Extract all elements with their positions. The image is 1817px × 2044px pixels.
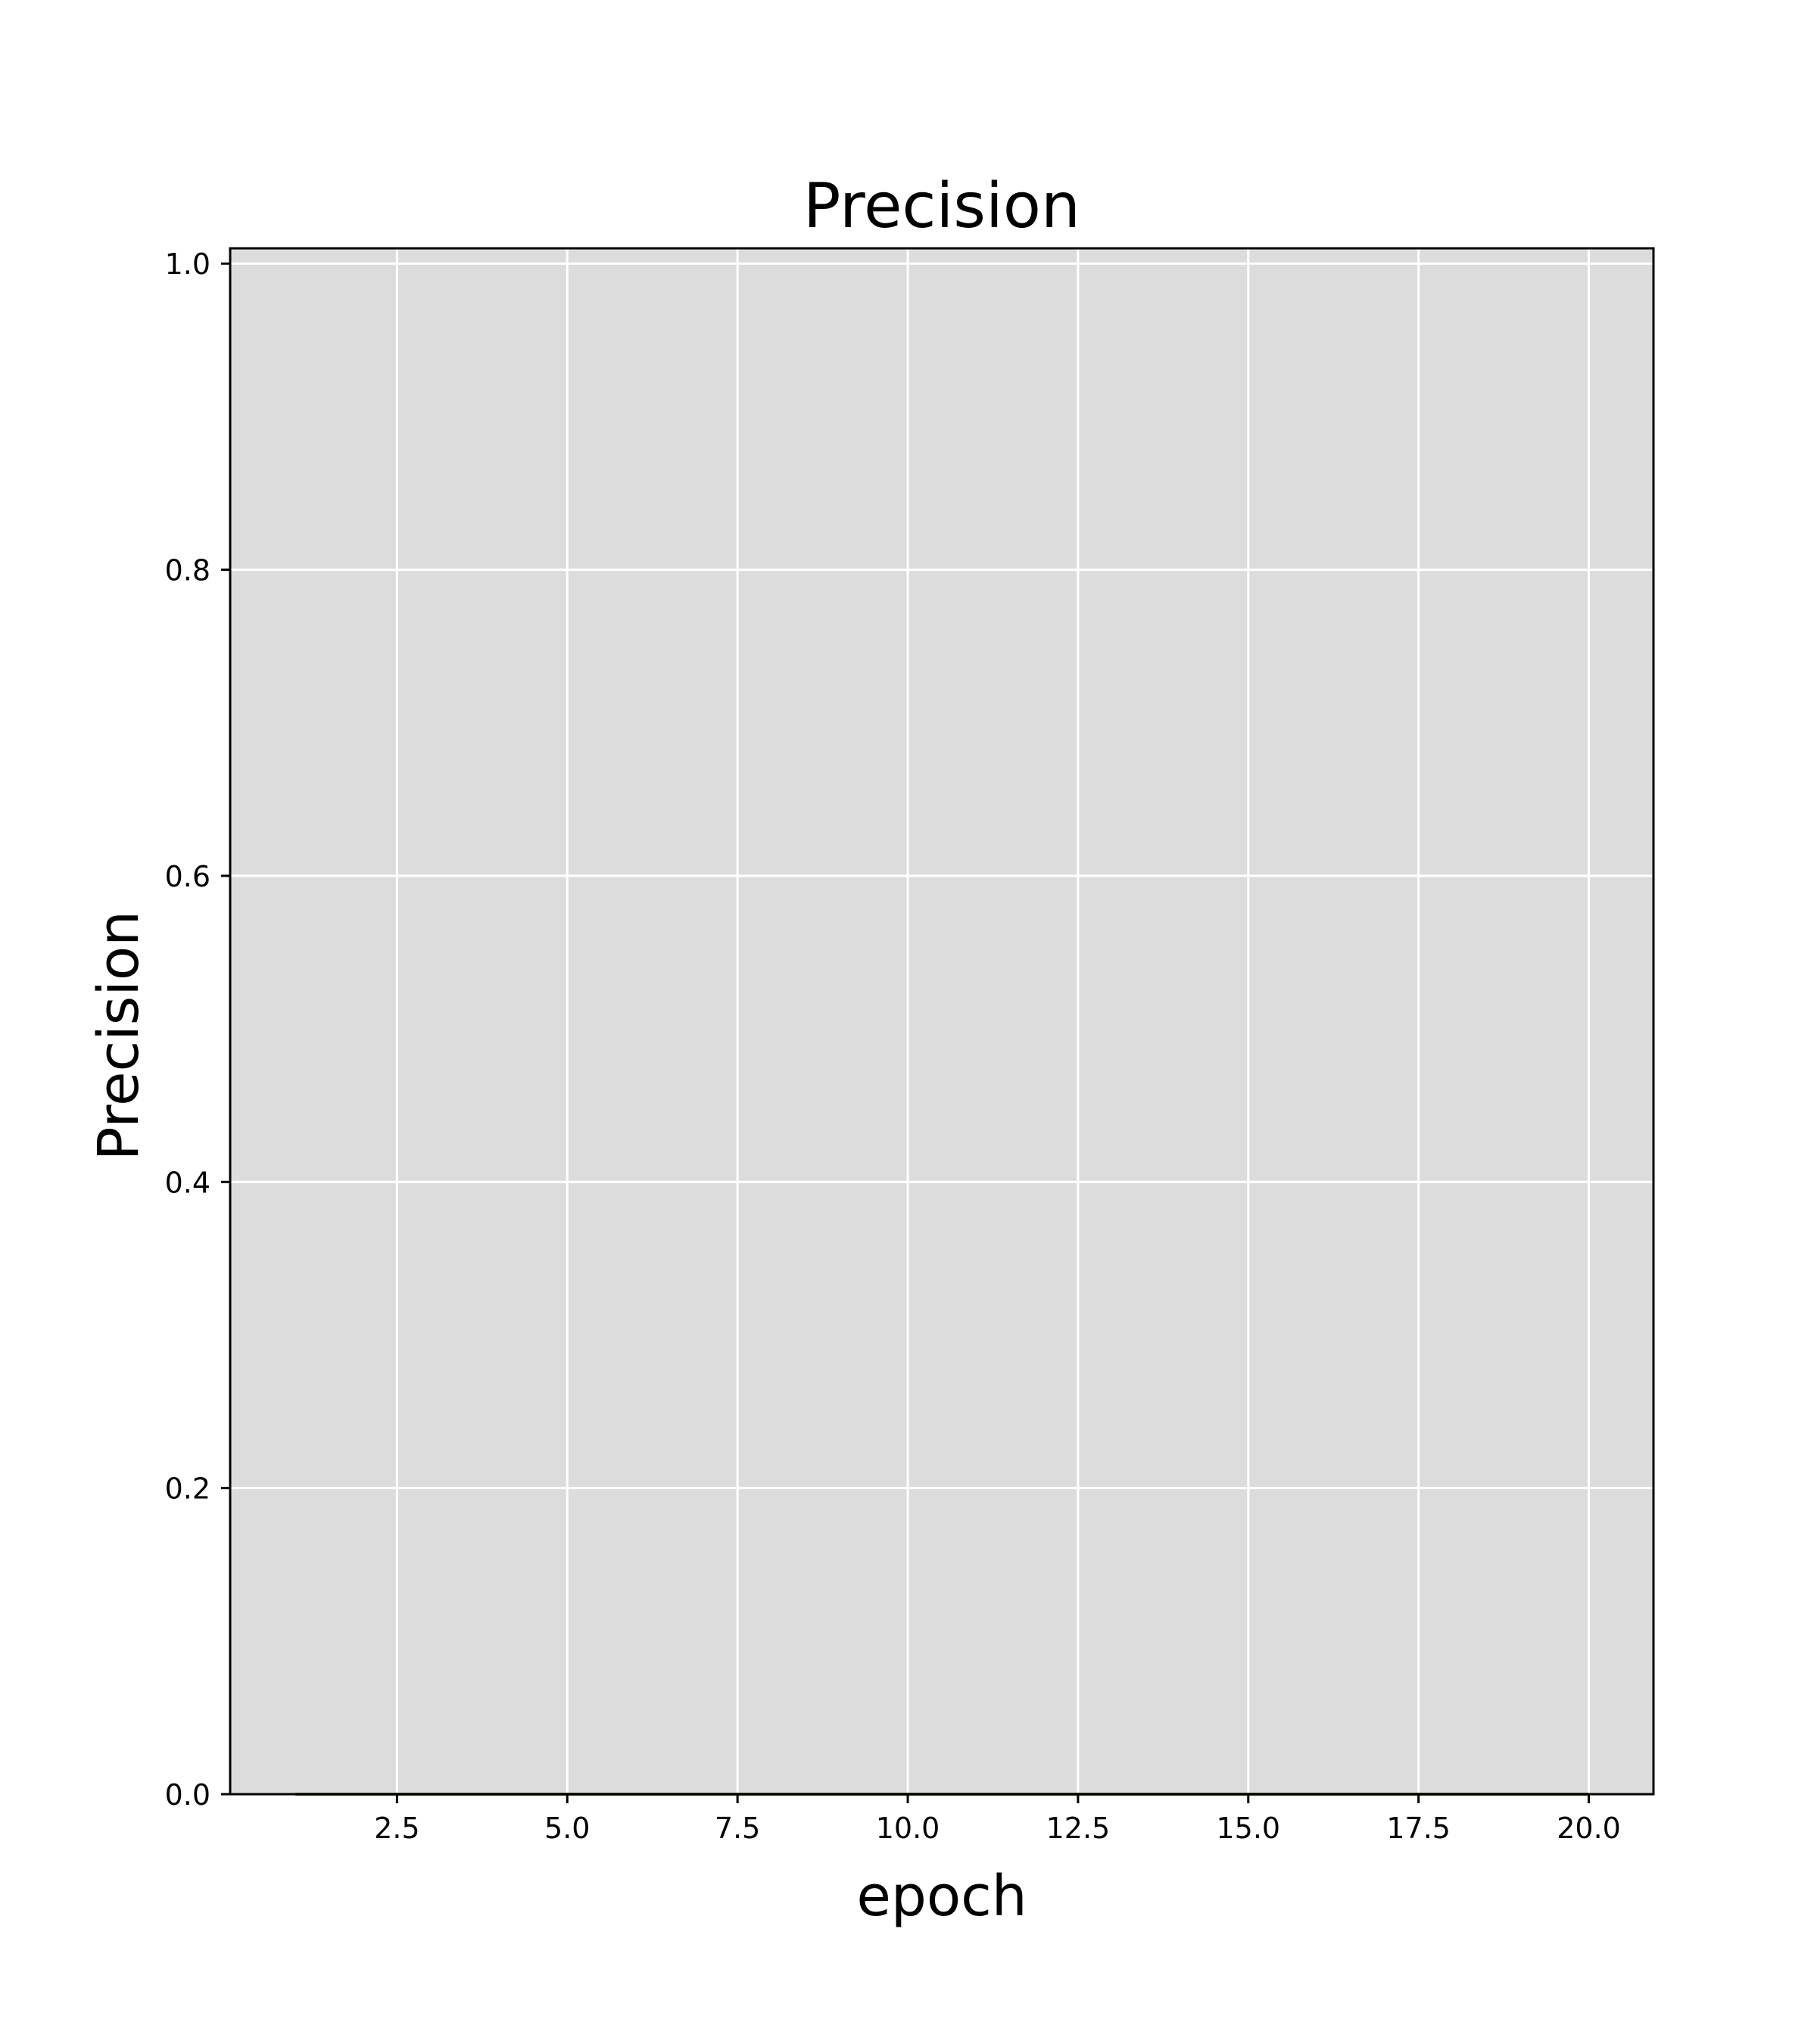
y-axis-label: Precision bbox=[86, 911, 151, 1161]
y-tick-label: 0.8 bbox=[165, 554, 210, 587]
plot-frame bbox=[229, 247, 1655, 1796]
x-tick-label: 2.5 bbox=[374, 1812, 419, 1845]
y-tick-label: 1.0 bbox=[165, 248, 210, 281]
y-tick-label: 0.6 bbox=[165, 860, 210, 893]
y-tick-label: 0.4 bbox=[165, 1166, 210, 1199]
x-axis-ticks: 2.5 5.0 7.5 10.0 12.5 15.0 17.5 20.0 bbox=[374, 1794, 1621, 1845]
x-tick-label: 15.0 bbox=[1216, 1812, 1280, 1845]
x-tick-label: 12.5 bbox=[1046, 1812, 1111, 1845]
x-tick-label: 5.0 bbox=[544, 1812, 590, 1845]
x-tick-label: 10.0 bbox=[876, 1812, 940, 1845]
x-tick-label: 20.0 bbox=[1557, 1812, 1621, 1845]
x-tick-label: 7.5 bbox=[715, 1812, 760, 1845]
x-axis-label: epoch bbox=[856, 1864, 1027, 1929]
grid-lines bbox=[230, 248, 1653, 1796]
plot-background bbox=[230, 248, 1653, 1794]
y-axis-ticks: 0.0 0.2 0.4 0.6 0.8 1.0 bbox=[165, 248, 230, 1812]
y-tick-label: 0.0 bbox=[165, 1778, 210, 1812]
x-tick-label: 17.5 bbox=[1386, 1812, 1451, 1845]
chart-title: Precision bbox=[803, 170, 1080, 242]
y-tick-label: 0.2 bbox=[165, 1472, 210, 1506]
